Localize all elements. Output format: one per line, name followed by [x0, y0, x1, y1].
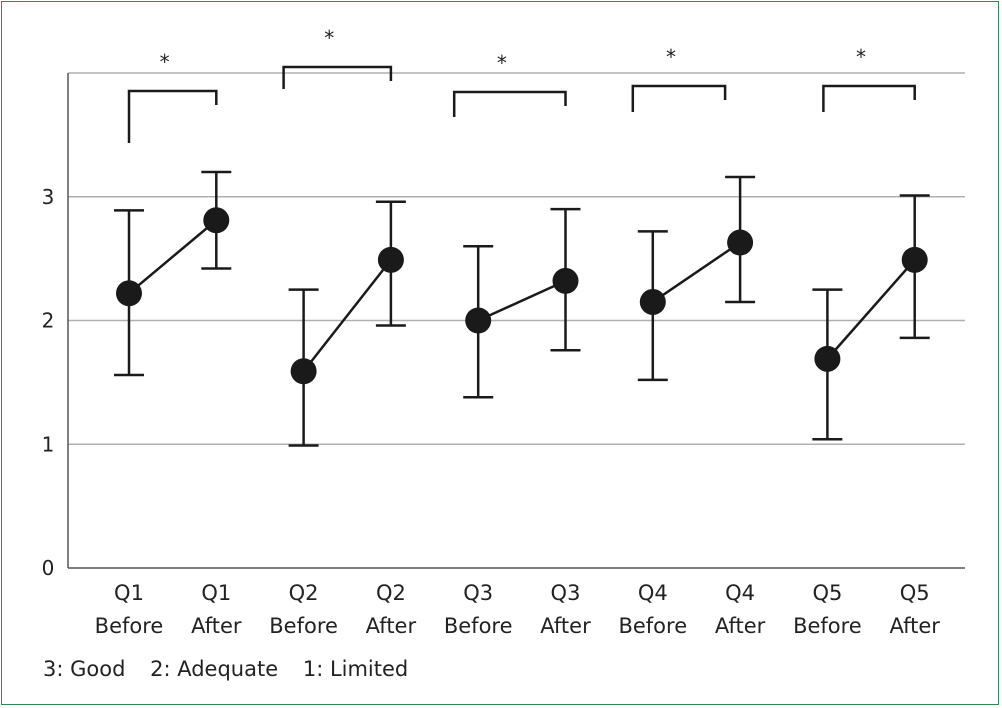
data-point-6 [639, 288, 666, 315]
data-point-5 [552, 267, 579, 294]
data-point-9 [901, 246, 928, 273]
legend-limited: 1: Limited [302, 657, 409, 681]
x-tick-label-8-line1: Q5 [812, 581, 842, 605]
x-tick-label-3-line1: Q2 [376, 581, 406, 605]
data-point-4 [465, 307, 492, 334]
x-tick-label-9-line2: After [889, 614, 940, 638]
x-tick-label-8-line2: Before [793, 614, 862, 638]
data-point-7 [727, 229, 754, 256]
x-tick-label-9-line1: Q5 [900, 581, 930, 605]
significance-bracket-2 [282, 65, 393, 89]
significance-marker-2: * [324, 26, 334, 50]
significance-bracket-5 [822, 84, 916, 112]
x-tick-label-4-line1: Q3 [463, 581, 493, 605]
pair-line-q3 [477, 279, 567, 322]
x-tick-label-2-line1: Q2 [289, 581, 319, 605]
pair-line-q4 [652, 241, 741, 303]
x-tick-label-7-line2: After [715, 614, 766, 638]
x-tick-label-1-line1: Q1 [201, 581, 231, 605]
pair-line-q2 [302, 259, 392, 373]
significance-bracket-1 [127, 89, 218, 143]
significance-marker-4: * [666, 45, 676, 69]
x-tick-label-1-line2: After [191, 614, 242, 638]
significance-marker-5: * [856, 45, 866, 69]
y-tick-label-1: 1 [42, 432, 55, 456]
x-tick-label-7-line1: Q4 [725, 581, 755, 605]
significance-marker-3: * [497, 51, 507, 75]
x-tick-label-3-line2: After [366, 614, 417, 638]
data-point-1 [203, 207, 230, 234]
legend-good: 3: Good [43, 657, 126, 681]
x-tick-label-5-line2: After [540, 614, 591, 638]
data-point-8 [814, 345, 841, 372]
pair-line-q5 [826, 259, 916, 360]
data-point-0 [116, 280, 142, 307]
x-tick-label-4-line2: Before [444, 614, 513, 638]
pair-line-q1 [128, 219, 218, 295]
y-tick-label-0: 0 [42, 556, 55, 580]
data-point-3 [377, 246, 404, 273]
data-point-2 [290, 358, 317, 385]
legend-adequate: 2: Adequate [150, 657, 279, 681]
x-tick-label-0-line2: Before [95, 614, 164, 638]
x-tick-label-5-line1: Q3 [551, 581, 581, 605]
y-tick-label-3: 3 [42, 185, 55, 209]
y-tick-label-2: 2 [42, 309, 55, 333]
scale-legend: 3: Good 2: Adequate 1: Limited [43, 657, 426, 681]
x-tick-label-6-line2: Before [618, 614, 687, 638]
x-tick-label-2-line2: Before [269, 614, 338, 638]
x-tick-label-0-line1: Q1 [114, 581, 144, 605]
significance-bracket-4 [631, 84, 727, 112]
significance-marker-1: * [160, 50, 170, 74]
x-tick-label-6-line1: Q4 [638, 581, 668, 605]
significance-bracket-3 [452, 90, 567, 117]
